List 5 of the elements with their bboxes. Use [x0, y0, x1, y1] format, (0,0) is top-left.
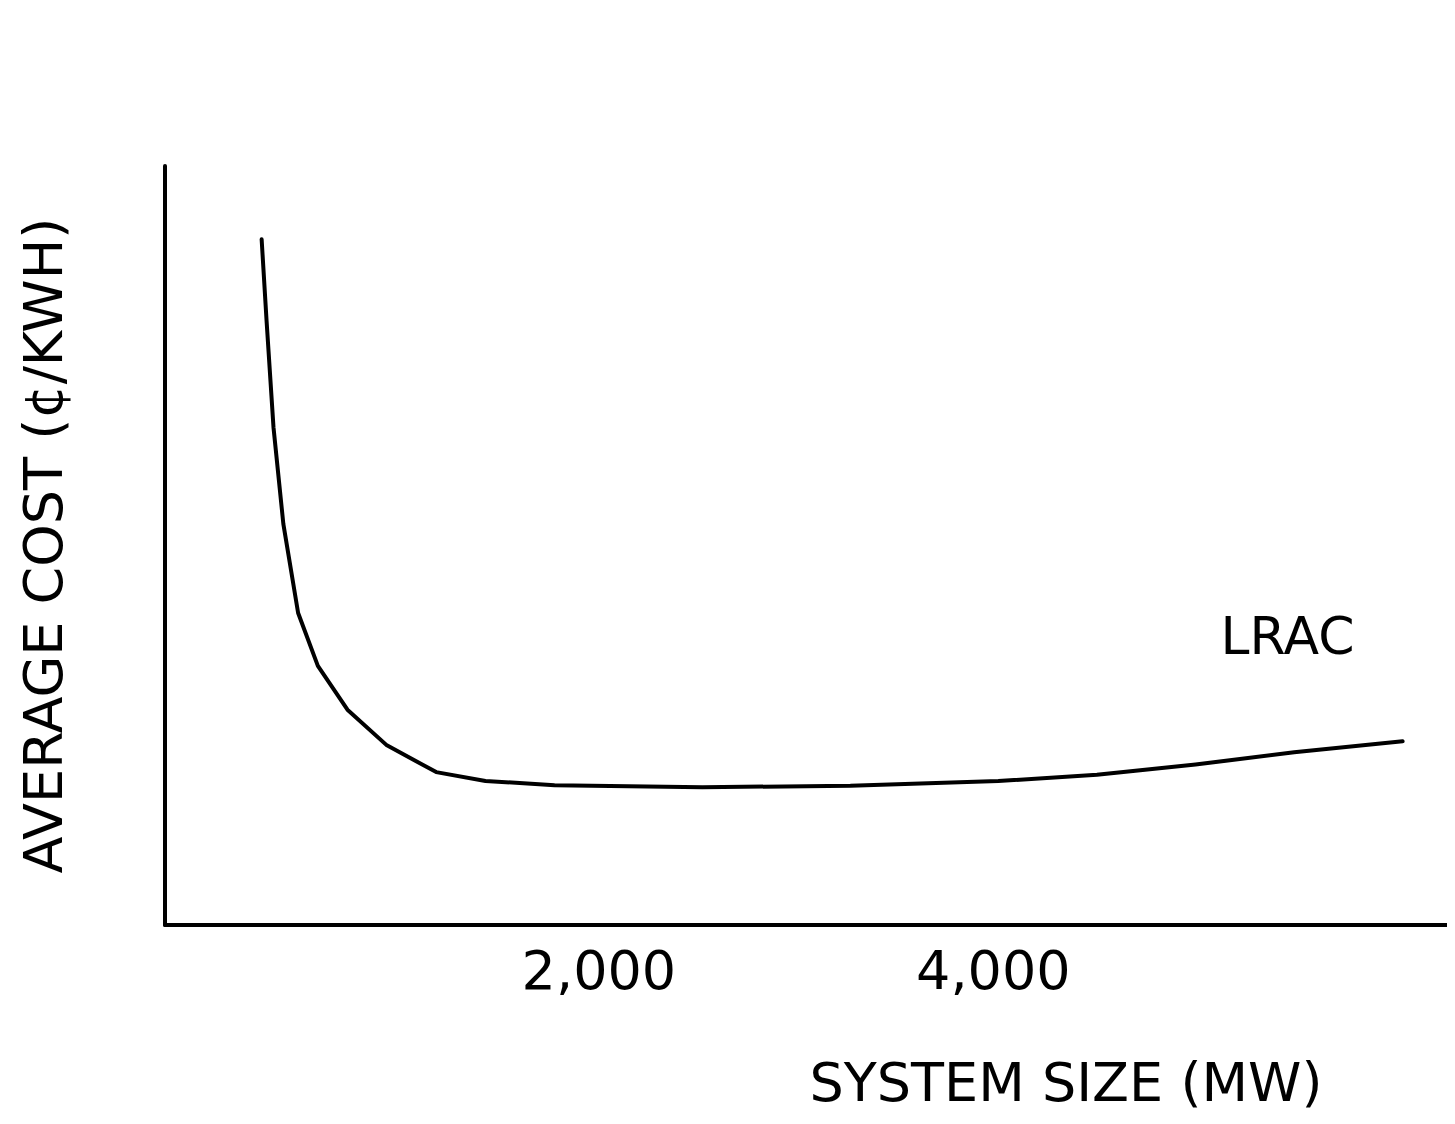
x-tick-label: 4,000 [916, 938, 1071, 1002]
series-label: LRAC [1220, 606, 1355, 667]
x-tick-label: 2,000 [521, 938, 677, 1002]
y-axis-title: AVERAGE COST (¢/KWH) [11, 217, 75, 874]
x-axis-title: SYSTEM SIZE (MW) [809, 1050, 1323, 1114]
